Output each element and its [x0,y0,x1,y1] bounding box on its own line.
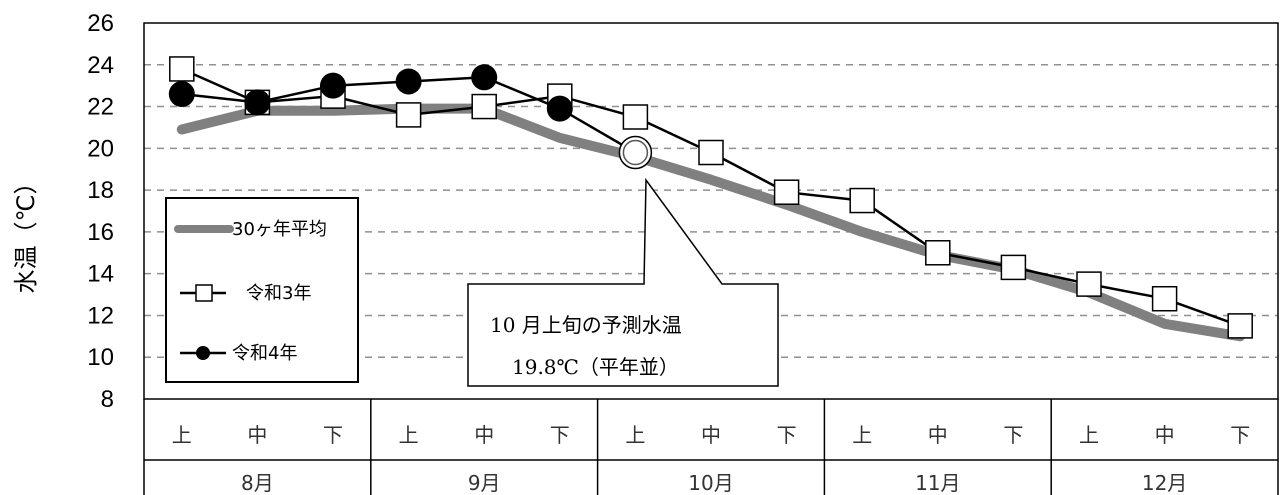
month-label: 12月 [1142,471,1187,495]
y-tick-label: 16 [87,219,114,246]
r4-point [244,89,271,116]
y-tick-label: 22 [87,94,114,121]
x-tick-label: 上 [852,423,872,447]
y-tick-label: 18 [87,177,114,204]
r3-point [925,240,951,266]
legend-label-avg: 30ヶ年平均 [232,219,327,240]
forecast-point-inner [622,139,649,166]
x-tick-label: 中 [1155,423,1175,447]
callout: 10 月上旬の予測水温 19.8℃（平年並） [467,177,779,387]
plot-area-frame [143,22,1279,400]
y-axis-label: 水温（℃） [12,171,40,294]
r3-point [1151,285,1178,312]
r3-point [471,93,497,120]
x-tick-label: 下 [550,423,570,447]
x-tick-label: 中 [701,423,721,447]
r3-point [849,187,875,214]
x-tick-label: 上 [399,423,419,447]
x-tick-label: 下 [323,423,343,447]
month-label: 11月 [915,471,960,495]
series-line-avg [176,103,1246,342]
x-tick-label: 中 [247,423,267,447]
y-axis-ticks: 8 10 12 14 16 18 20 22 24 26 [87,10,114,413]
x-tick-label: 中 [928,423,948,447]
x-tick-label: 下 [1230,423,1250,447]
month-label: 10月 [688,471,733,495]
y-tick-label: 8 [101,386,114,413]
y-tick-label: 24 [87,52,114,79]
month-label: 9月 [468,471,501,495]
y-tick-label: 14 [87,261,114,288]
x-tick-label: 中 [474,423,494,447]
r4-point [320,72,346,99]
r4-point [168,81,195,108]
x-tick-label: 上 [1079,423,1099,447]
callout-box [467,177,779,387]
legend-item-avg: 30ヶ年平均 [174,219,327,240]
x-tick-label: 上 [625,423,645,447]
x-tick-label: 下 [1003,423,1023,447]
r3-point [395,102,422,128]
y-tick-label: 12 [87,302,114,329]
y-tick-label: 26 [87,10,114,37]
r3-point [1076,271,1102,297]
r4-point [395,68,422,95]
x-tick-label: 上 [172,423,192,447]
month-label: 8月 [241,471,274,495]
r3-point [773,179,800,205]
legend-label-r4: 令和4年 [232,343,297,364]
r3-point [1000,254,1027,281]
callout-line2: 19.8℃（平年並） [512,355,679,379]
x-axis-table: 上 中 下 上 中 下 上 中 下 上 中 下 上 中 下 8月 9月 10月 11月 12月 [143,399,1279,495]
r4-point [471,64,498,91]
series-layer [168,56,1253,342]
legend-marker-square-icon [195,284,213,302]
r3-point [169,56,195,82]
y-tick-label: 20 [87,135,114,162]
r4-point [546,95,573,122]
legend-marker-circle-icon [196,346,210,360]
r3-point [622,104,649,130]
legend-item-r4: 令和4年 [180,343,297,364]
x-tick-label: 下 [777,423,797,447]
legend-label-r3: 令和3年 [246,283,311,304]
callout-line1: 10 月上旬の予測水温 [490,313,682,337]
y-tick-label: 10 [87,344,114,371]
r3-point [1227,313,1253,339]
r3-point [698,139,724,166]
legend-item-r3: 令和3年 [180,283,311,304]
legend: 30ヶ年平均 令和3年 令和4年 [165,197,359,383]
